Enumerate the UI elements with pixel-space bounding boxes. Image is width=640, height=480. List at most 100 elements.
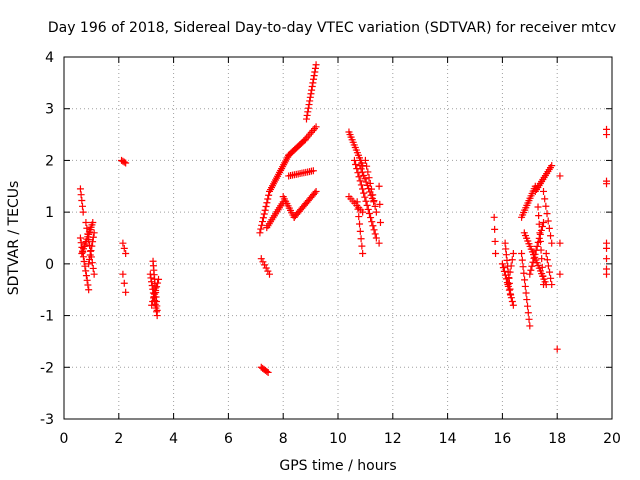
- data-point: [556, 239, 564, 247]
- data-point: [503, 256, 511, 264]
- data-point: [151, 290, 159, 298]
- data-point: [521, 282, 529, 290]
- data-point: [534, 203, 542, 211]
- data-point: [543, 256, 551, 264]
- data-point: [262, 203, 270, 211]
- data-point: [509, 250, 517, 258]
- data-point: [76, 185, 84, 193]
- data-point: [312, 61, 320, 69]
- data-point: [540, 187, 547, 195]
- data-point: [76, 234, 84, 242]
- data-point: [364, 205, 372, 213]
- data-point: [526, 322, 534, 330]
- data-point: [527, 266, 535, 274]
- data-point: [306, 97, 314, 105]
- data-point: [83, 276, 91, 284]
- x-tick-label: 2: [114, 431, 123, 447]
- data-point: [539, 272, 547, 280]
- data-point: [81, 262, 89, 270]
- data-point: [490, 213, 498, 221]
- data-point: [82, 218, 90, 226]
- data-point: [372, 234, 380, 242]
- data-point: [312, 123, 320, 131]
- axis-ticks: [63, 56, 613, 420]
- data-point: [375, 239, 383, 247]
- data-point: [350, 156, 358, 164]
- y-tick-label: 1: [45, 205, 54, 221]
- data-point: [548, 239, 556, 247]
- data-point: [311, 64, 319, 72]
- data-point: [261, 206, 269, 214]
- data-point: [547, 232, 555, 240]
- y-tick-label: -2: [40, 360, 54, 376]
- data-point: [506, 285, 514, 293]
- x-tick-label: 12: [384, 431, 402, 447]
- x-tick-labels: 0 2 4 6 8 10 12 14 16 18 20: [60, 431, 621, 447]
- data-point: [259, 258, 267, 266]
- data-point: [548, 281, 556, 289]
- data-point: [366, 179, 374, 187]
- data-point: [544, 262, 552, 270]
- data-point: [355, 173, 363, 181]
- data-point: [89, 264, 97, 272]
- data-point: [370, 197, 378, 205]
- data-point: [78, 197, 86, 205]
- data-point: [504, 281, 512, 289]
- data-point: [505, 274, 513, 282]
- data-point: [363, 201, 371, 209]
- data-point: [120, 158, 128, 166]
- data-point: [263, 199, 271, 207]
- data-point: [540, 281, 547, 289]
- data-point: [508, 297, 516, 305]
- data-point: [375, 182, 383, 190]
- data-point: [522, 289, 530, 297]
- data-point: [303, 111, 311, 119]
- grid-lines: [64, 57, 612, 419]
- data-point: [309, 167, 317, 175]
- data-point: [153, 308, 161, 316]
- data-point: [84, 230, 92, 238]
- y-tick-label: -3: [40, 412, 54, 428]
- y-tick-label: 4: [45, 50, 54, 66]
- data-point: [529, 258, 537, 266]
- data-point: [356, 227, 364, 235]
- data-point: [302, 115, 310, 123]
- data-point: [509, 301, 517, 309]
- data-point: [306, 93, 314, 101]
- data-point: [355, 213, 363, 221]
- data-point: [352, 161, 360, 169]
- data-point: [524, 309, 532, 317]
- data-point: [542, 202, 550, 210]
- data-point: [491, 225, 499, 233]
- data-point: [369, 222, 377, 230]
- data-point: [260, 210, 268, 218]
- data-point: [308, 86, 316, 94]
- data-point: [122, 250, 130, 258]
- data-point: [261, 261, 269, 269]
- data-point: [154, 279, 162, 287]
- data-point: [153, 306, 161, 314]
- data-point: [89, 233, 97, 241]
- data-point: [376, 200, 384, 208]
- data-point: [84, 281, 92, 289]
- x-tick-label: 6: [224, 431, 233, 447]
- data-point: [90, 270, 98, 278]
- data-point: [266, 270, 273, 278]
- data-point: [259, 214, 267, 222]
- data-point: [370, 226, 378, 234]
- data-point: [538, 255, 546, 263]
- data-point: [79, 253, 87, 261]
- data-point: [545, 224, 553, 232]
- data-point: [603, 255, 611, 263]
- data-point: [258, 221, 266, 229]
- data-point: [499, 264, 507, 272]
- data-point: [507, 262, 515, 270]
- data-point: [358, 242, 366, 250]
- data-point: [265, 191, 273, 199]
- data-point: [311, 68, 319, 76]
- data-point: [360, 171, 368, 179]
- x-tick-label: 18: [548, 431, 566, 447]
- data-point: [149, 298, 157, 306]
- data-point: [361, 156, 369, 164]
